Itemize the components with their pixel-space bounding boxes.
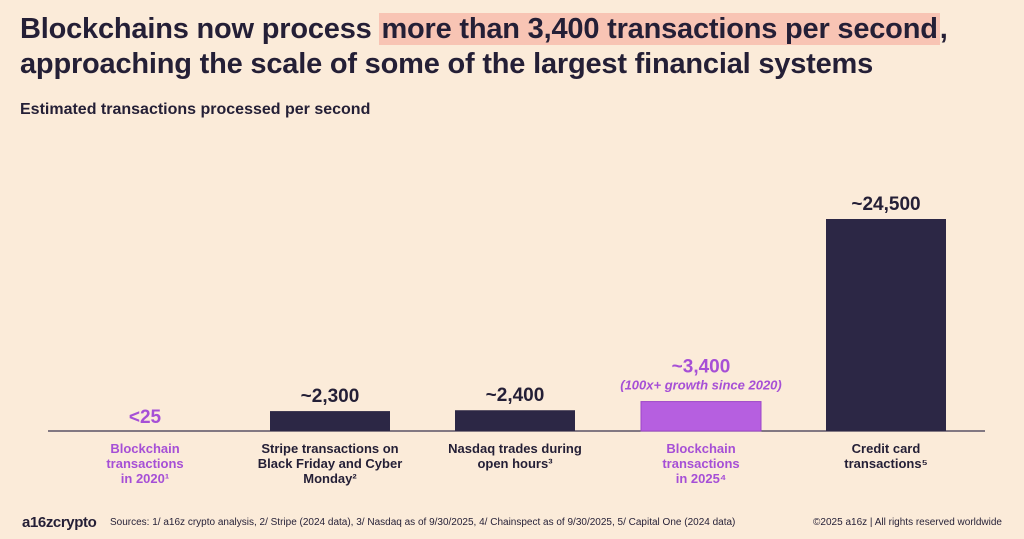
annotation-3: (100x+ growth since 2020) (620, 378, 782, 393)
headline-highlight: more than 3,400 transactions per second (379, 13, 940, 45)
bar-1 (270, 411, 390, 431)
value-label-3: ~3,400 (672, 357, 731, 378)
value-label-4: ~24,500 (851, 194, 920, 215)
category-label-0-line-1: transactions (106, 456, 183, 471)
bar-4 (826, 219, 946, 431)
category-label-1-line-1: Black Friday and Cyber (258, 456, 403, 471)
value-label-1: ~2,300 (301, 386, 360, 407)
category-label-3-line-2: in 2025⁴ (676, 471, 727, 486)
category-label-3-line-0: Blockchain (666, 441, 735, 456)
category-label-0-line-0: Blockchain (110, 441, 179, 456)
category-label-4-line-0: Credit card (852, 441, 921, 456)
category-label-0-line-2: in 2020¹ (121, 471, 169, 486)
headline-part1: Blockchains now process (20, 13, 380, 45)
category-label-3-line-1: transactions (662, 456, 739, 471)
headline-part2: , (939, 13, 948, 45)
bar-2 (455, 410, 575, 431)
value-label-0: <25 (129, 407, 162, 428)
bar-3 (640, 401, 762, 432)
category-label-1-line-0: Stripe transactions on (261, 441, 398, 456)
value-label-2: ~2,400 (486, 385, 545, 406)
footer-sources: Sources: 1/ a16z crypto analysis, 2/ Str… (110, 517, 736, 528)
headline-line2: approaching the scale of some of the lar… (20, 48, 874, 80)
headline: Blockchains now process more than 3,400 … (20, 12, 1010, 82)
category-label-1-line-2: Monday² (303, 471, 357, 486)
category-label-4-line-1: transactions⁵ (844, 456, 927, 471)
a16z-crypto-logo: a16zcrypto (22, 514, 97, 531)
footer-copyright: ©2025 a16z | All rights reserved worldwi… (813, 517, 1002, 528)
category-label-2-line-0: Nasdaq trades during (448, 441, 582, 456)
chart-subtitle: Estimated transactions processed per sec… (20, 101, 371, 118)
category-label-2-line-1: open hours³ (477, 456, 553, 471)
